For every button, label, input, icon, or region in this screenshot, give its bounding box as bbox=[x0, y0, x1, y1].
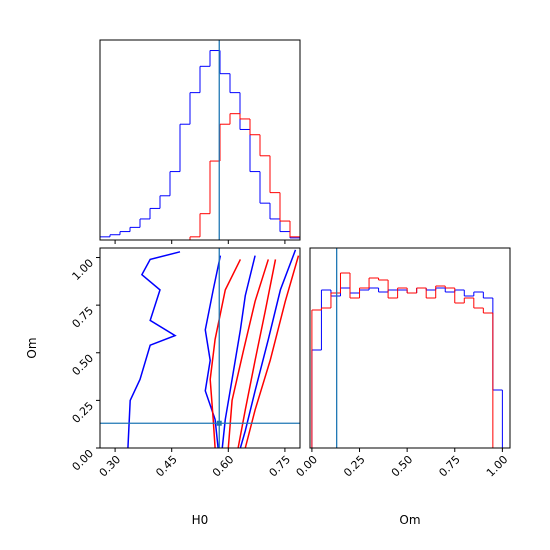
x-tick-label: 0.60 bbox=[210, 453, 237, 480]
x-tick-label: 1.00 bbox=[484, 453, 511, 480]
x-axis-label: H0 bbox=[192, 513, 209, 527]
truth-point bbox=[216, 420, 222, 426]
panel-frame bbox=[99, 39, 301, 241]
x-tick-label: 0.30 bbox=[97, 453, 124, 480]
contour-line bbox=[227, 259, 270, 449]
y-axis-label: Om bbox=[25, 337, 39, 358]
panel-frame bbox=[309, 247, 511, 449]
contour-line bbox=[221, 255, 256, 449]
x-tick-label: 0.75 bbox=[267, 453, 294, 480]
contour-line bbox=[237, 259, 277, 449]
contour-line bbox=[244, 255, 300, 449]
y-tick-label: 1.00 bbox=[70, 256, 97, 283]
x-tick-label: 0.45 bbox=[153, 453, 180, 480]
y-tick-label: 0.75 bbox=[70, 304, 97, 331]
contour-line bbox=[204, 255, 222, 449]
panel-frame bbox=[99, 247, 301, 449]
y-tick-label: 0.00 bbox=[70, 447, 97, 474]
y-tick-label: 0.50 bbox=[70, 352, 97, 379]
x-axis-label: Om bbox=[399, 513, 420, 527]
x-tick-label: 0.00 bbox=[294, 453, 321, 480]
x-tick-label: 0.75 bbox=[436, 453, 463, 480]
contour-line bbox=[239, 249, 297, 449]
contour-line bbox=[209, 259, 242, 449]
x-tick-label: 0.50 bbox=[389, 453, 416, 480]
y-tick-label: 0.25 bbox=[70, 399, 97, 426]
contour-line bbox=[127, 251, 181, 449]
x-tick-label: 0.25 bbox=[341, 453, 368, 480]
